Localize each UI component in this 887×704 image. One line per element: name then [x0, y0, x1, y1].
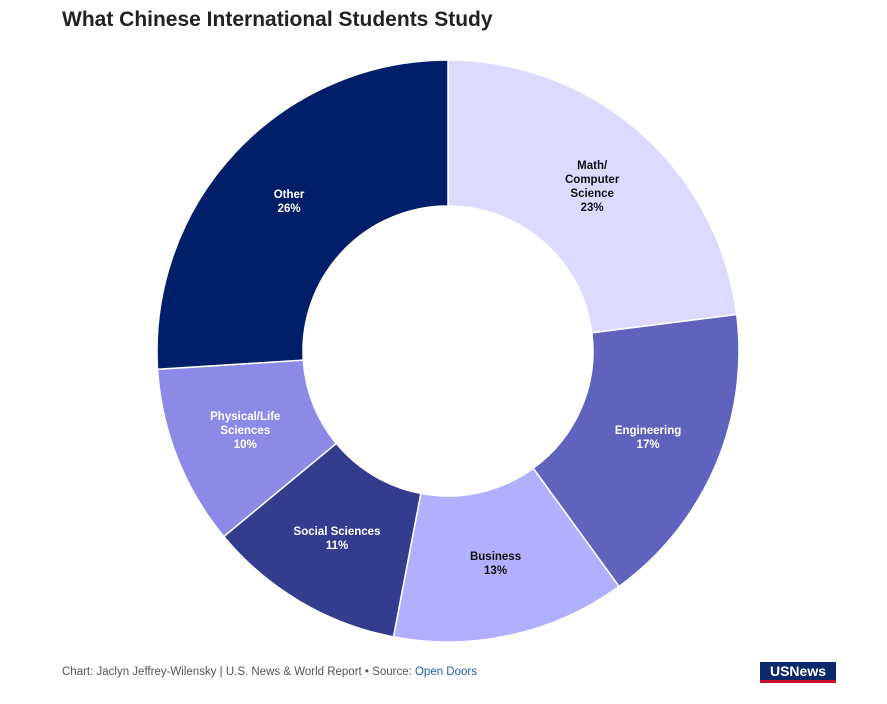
- value-label: 10%: [233, 439, 257, 452]
- source-link[interactable]: Open Doors: [414, 666, 477, 678]
- category-label: Math/ Computer Science: [565, 160, 620, 201]
- value-label: 17%: [636, 438, 660, 451]
- category-label: Physical/Life Sciences: [210, 411, 281, 438]
- value-label: 13%: [484, 564, 508, 577]
- category-label: Business: [469, 550, 522, 563]
- category-label: Social Sciences: [293, 525, 381, 538]
- logo: USNews: [760, 662, 836, 683]
- segment-label: Engineering 17%: [601, 424, 696, 452]
- donut-segment: [447, 59, 738, 334]
- donut-segment: [156, 59, 449, 371]
- segment-label: Math/ Computer Science 23%: [557, 159, 627, 215]
- donut-segment: [222, 442, 422, 638]
- segment-label: Other 26%: [249, 188, 329, 216]
- donut-segment: [392, 467, 621, 643]
- value-label: 23%: [580, 202, 604, 215]
- chart-title: What Chinese International Students Stud…: [62, 8, 493, 31]
- segment-label: Social Sciences 11%: [287, 525, 387, 553]
- credit: Chart: Jaclyn Jeffrey-Wilensky | U.S. Ne…: [62, 666, 412, 678]
- footer: Chart: Jaclyn Jeffrey-Wilensky | U.S. Ne…: [62, 666, 477, 678]
- donut-segment: [532, 313, 740, 588]
- value-label: 26%: [277, 202, 301, 215]
- category-label: Engineering: [614, 424, 682, 437]
- category-label: Other: [273, 188, 305, 201]
- segment-label: Business 13%: [448, 550, 543, 578]
- value-label: 11%: [325, 539, 349, 552]
- segment-label: Physical/Life Sciences 10%: [203, 410, 288, 452]
